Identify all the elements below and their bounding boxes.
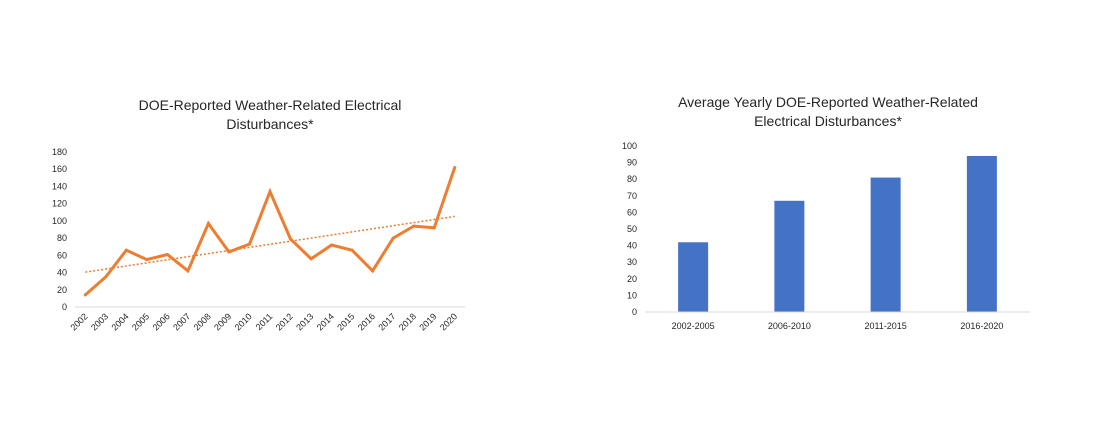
chart-title-line-2: Disturbances* bbox=[226, 116, 314, 132]
data-point bbox=[371, 269, 375, 273]
y-tick-label: 140 bbox=[52, 181, 67, 191]
bar bbox=[870, 177, 901, 312]
data-point bbox=[124, 248, 128, 252]
x-tick-label: 2019 bbox=[417, 311, 438, 332]
data-point bbox=[412, 224, 416, 228]
chart-title-line-2: Electrical Disturbances* bbox=[754, 113, 902, 129]
x-tick-label: 2012 bbox=[274, 311, 295, 332]
x-tick-label: 2006-2010 bbox=[768, 321, 811, 331]
y-tick-label: 40 bbox=[627, 241, 637, 251]
data-point bbox=[350, 248, 354, 252]
bar bbox=[966, 155, 997, 312]
x-tick-label: 2010 bbox=[233, 311, 254, 332]
x-tick-label: 2007 bbox=[171, 311, 192, 332]
x-tick-label: 2014 bbox=[315, 311, 336, 332]
x-tick-label: 2006 bbox=[151, 311, 172, 332]
data-point bbox=[227, 250, 231, 254]
data-point bbox=[268, 190, 272, 194]
line-chart-disturbances: DOE-Reported Weather-Related Electrical D… bbox=[52, 97, 465, 333]
y-tick-label: 160 bbox=[52, 164, 67, 174]
y-tick-label: 100 bbox=[622, 141, 637, 151]
y-tick-label: 0 bbox=[62, 302, 67, 312]
data-point bbox=[289, 237, 293, 241]
y-tick-label: 40 bbox=[57, 268, 67, 278]
x-tick-label: 2017 bbox=[376, 311, 397, 332]
data-point bbox=[145, 258, 149, 262]
x-tick-label: 2011 bbox=[254, 311, 275, 332]
x-tick-label: 2004 bbox=[109, 311, 130, 332]
y-tick-label: 90 bbox=[627, 158, 637, 168]
x-tick-label: 2009 bbox=[212, 311, 233, 332]
data-point bbox=[186, 269, 190, 273]
y-tick-label: 100 bbox=[52, 216, 67, 226]
x-tick-label: 2016 bbox=[356, 311, 377, 332]
y-tick-label: 50 bbox=[627, 224, 637, 234]
data-point bbox=[206, 221, 210, 225]
y-tick-label: 20 bbox=[57, 285, 67, 295]
y-tick-label: 80 bbox=[57, 233, 67, 243]
series-line bbox=[84, 167, 457, 297]
x-tick-label: 2018 bbox=[397, 311, 418, 332]
x-tick-label: 2020 bbox=[438, 311, 459, 332]
y-tick-label: 60 bbox=[57, 250, 67, 260]
x-tick-label: 2003 bbox=[89, 311, 110, 332]
bar-chart-average-yearly: Average Yearly DOE-Reported Weather-Rela… bbox=[622, 94, 1030, 331]
chart-title-line-1: Average Yearly DOE-Reported Weather-Rela… bbox=[678, 94, 978, 110]
data-point bbox=[391, 236, 395, 240]
data-point bbox=[104, 275, 108, 279]
data-point bbox=[453, 166, 457, 169]
x-tick-label: 2016-2020 bbox=[960, 321, 1003, 331]
y-tick-label: 30 bbox=[627, 257, 637, 267]
y-tick-label: 20 bbox=[627, 274, 637, 284]
data-point bbox=[330, 243, 334, 247]
x-tick-label: 2011-2015 bbox=[864, 321, 906, 331]
x-tick-label: 2015 bbox=[335, 311, 356, 332]
data-point bbox=[165, 252, 169, 256]
x-tick-label: 2002 bbox=[68, 311, 89, 332]
x-tick-label: 2002-2005 bbox=[672, 321, 715, 331]
data-point bbox=[83, 293, 87, 297]
bar bbox=[774, 200, 805, 312]
y-tick-label: 80 bbox=[627, 174, 637, 184]
y-tick-label: 0 bbox=[632, 307, 637, 317]
data-point bbox=[247, 242, 251, 246]
trendline bbox=[85, 215, 455, 273]
y-tick-label: 10 bbox=[627, 290, 637, 300]
y-tick-label: 180 bbox=[52, 147, 67, 157]
data-point bbox=[432, 226, 436, 230]
data-point bbox=[309, 257, 313, 261]
x-tick-label: 2013 bbox=[294, 311, 315, 332]
y-tick-label: 120 bbox=[52, 199, 67, 209]
chart-title-line-1: DOE-Reported Weather-Related Electrical bbox=[139, 97, 402, 113]
y-tick-label: 70 bbox=[627, 191, 637, 201]
bar bbox=[678, 242, 709, 312]
x-tick-label: 2008 bbox=[192, 311, 213, 332]
y-tick-label: 60 bbox=[627, 207, 637, 217]
x-tick-label: 2005 bbox=[130, 311, 151, 332]
